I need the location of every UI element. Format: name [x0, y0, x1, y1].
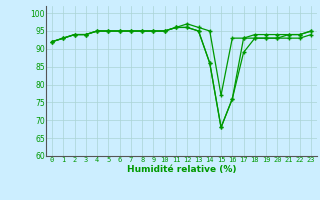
X-axis label: Humidité relative (%): Humidité relative (%) [127, 165, 236, 174]
